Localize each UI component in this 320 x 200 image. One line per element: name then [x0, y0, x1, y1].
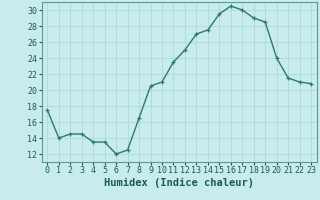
- X-axis label: Humidex (Indice chaleur): Humidex (Indice chaleur): [104, 178, 254, 188]
